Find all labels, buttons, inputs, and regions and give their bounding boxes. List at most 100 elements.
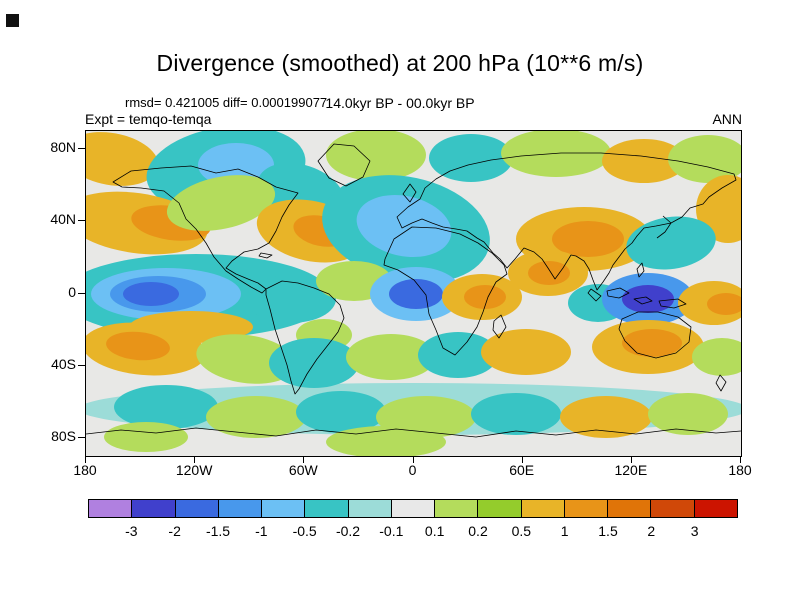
coastline-eurasia: [396, 152, 737, 291]
y-axis-tick: [78, 436, 85, 438]
y-axis-label: 0: [68, 283, 76, 300]
contour-blob: [123, 282, 179, 306]
contour-field-blobs: [86, 131, 741, 456]
x-axis-tick: [85, 457, 86, 463]
y-axis-label: 40S: [51, 355, 76, 372]
contour-blob: [622, 285, 674, 313]
x-axis-tick: [630, 457, 632, 463]
x-axis-label: 180: [728, 462, 752, 478]
colorbar-cell: [131, 499, 176, 518]
colorbar-cell: [261, 499, 306, 518]
colorbar-tick-label: 2: [647, 523, 656, 539]
contour-blob: [626, 216, 716, 270]
y-axis-label: 80N: [50, 139, 76, 156]
contour-blob: [326, 426, 446, 456]
contour-blob: [622, 329, 682, 357]
coastline-new-guinea: [658, 298, 687, 309]
x-axis-tick: [303, 457, 305, 463]
colorbar-cell: [347, 499, 392, 518]
colorbar-tick-label: -0.2: [335, 523, 361, 539]
contour-blob: [196, 334, 296, 384]
contour-blob: [692, 338, 741, 376]
contour-blob: [648, 393, 728, 435]
map-plot-frame: [85, 130, 742, 457]
x-axis-label: 60W: [288, 462, 318, 478]
contour-blob: [552, 221, 624, 257]
contour-blob: [106, 331, 170, 361]
colorbar-tick-label: 1.5: [598, 523, 618, 539]
contour-blob: [429, 134, 513, 182]
colorbar-cell: [304, 499, 349, 518]
coastline-japan: [656, 215, 672, 239]
colorbar-cell: [390, 499, 436, 518]
coastline-madagascar: [492, 314, 507, 339]
contour-map: [86, 131, 741, 456]
colorbar-tick-label: -0.1: [379, 523, 404, 539]
colorbar-cell: [520, 499, 565, 518]
coastline-north-america: [112, 165, 299, 294]
y-axis-tick: [78, 148, 85, 150]
colorbar-cell: [477, 499, 522, 518]
contour-blob: [346, 334, 436, 380]
period-label: 14.0kyr BP - 00.0kyr BP: [325, 95, 475, 111]
rmsd-diff-stats: rmsd= 0.421005 diff= 0.000199077: [125, 95, 328, 110]
contour-blob: [356, 195, 452, 257]
colorbar-tick-label: 3: [690, 523, 699, 539]
colorbar-tick-label: -0.5: [292, 523, 317, 539]
contour-blob: [528, 261, 570, 285]
colorbar-tick-label: 0.1: [424, 523, 445, 539]
colorbar-tick-label: 0.5: [511, 523, 532, 539]
contour-blob: [464, 285, 506, 309]
colorbar-cell: [607, 499, 652, 518]
contour-blob: [602, 139, 686, 183]
colorbar-cell: [693, 499, 738, 518]
x-axis-tick: [194, 457, 196, 463]
contour-blob: [389, 279, 443, 309]
colorbar-tick-label: -1.5: [205, 523, 231, 539]
x-axis-label: 60E: [509, 462, 535, 478]
contour-blob: [296, 391, 386, 433]
x-axis-tick: [521, 457, 523, 463]
contour-blob: [560, 396, 652, 438]
contour-blob: [86, 132, 159, 186]
colorbar-tick-label: -2: [168, 523, 181, 539]
contour-blob: [246, 275, 336, 323]
x-axis-label: 0: [408, 462, 417, 478]
contour-blob: [104, 422, 188, 452]
colorbar-cell: [434, 499, 479, 518]
plot-title: Divergence (smoothed) at 200 hPa (10**6 …: [156, 50, 644, 76]
x-axis-tick: [412, 457, 414, 463]
coastline-sumatra: [587, 288, 602, 302]
y-axis-tick: [78, 292, 85, 294]
contour-blob: [114, 385, 218, 429]
contour-blob: [471, 393, 561, 435]
coastlines: [86, 143, 741, 438]
coastline-africa: [383, 226, 508, 356]
coastline-britain: [402, 183, 417, 203]
contour-blob: [707, 293, 741, 315]
x-axis-label: 120W: [175, 462, 213, 478]
x-axis-tick: [740, 457, 741, 463]
coastline-south-america: [265, 280, 345, 395]
colorbar-tick-label: -3: [125, 523, 138, 539]
contour-blob: [206, 396, 306, 438]
season-label: ANN: [712, 111, 742, 127]
coastline-sulawesi: [633, 296, 653, 305]
contour-blob: [326, 131, 426, 181]
x-axis-label: 180: [73, 462, 97, 478]
colorbar-cell: [217, 499, 263, 518]
coastline-antarctica: [86, 427, 741, 438]
colorbar-cell: [563, 499, 609, 518]
coastline-new-zealand: [715, 374, 727, 392]
y-axis-label: 80S: [51, 427, 76, 444]
coastline-philippines: [636, 262, 645, 278]
colorbar-tick-label: 1: [560, 523, 569, 539]
coastline-cuba: [258, 252, 273, 259]
colorbar-cell: [174, 499, 219, 518]
coastline-australia: [618, 311, 692, 359]
x-axis-label: 120E: [614, 462, 648, 478]
contour-blob: [418, 332, 498, 378]
y-axis-label: 40N: [50, 211, 76, 228]
colorbar-labels: -3 -2 -1.5 -1 -0.5 -0.2 -0.1 0.1 0.2 0.5 1 1.5 2 3: [88, 523, 738, 541]
colorbar-tick-label: 0.2: [468, 523, 488, 539]
